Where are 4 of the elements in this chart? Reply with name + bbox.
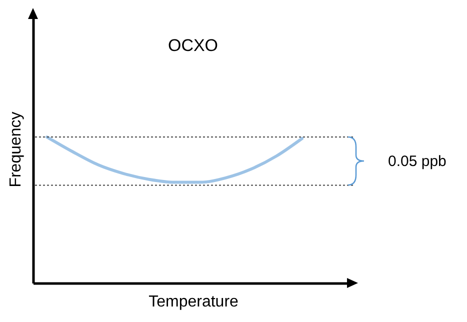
y-axis-title: Frequency: [8, 112, 24, 188]
text: 0.05 ppb: [388, 153, 446, 170]
x-axis-title: Temperature: [148, 294, 239, 310]
chart-title: OCXO: [168, 36, 218, 55]
